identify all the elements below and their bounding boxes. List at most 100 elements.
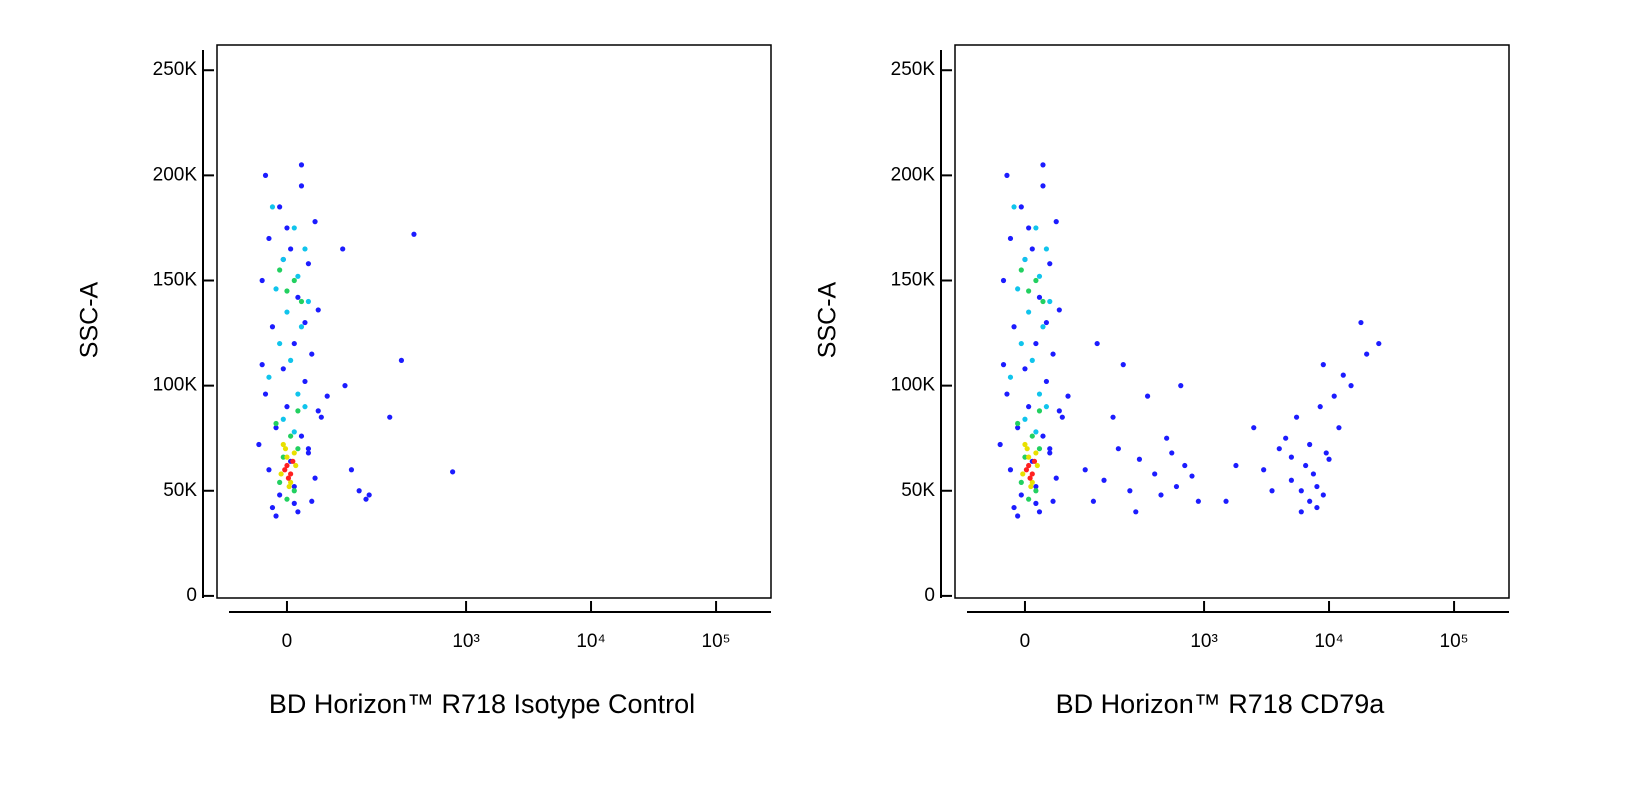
data-point bbox=[1326, 456, 1332, 462]
data-point bbox=[284, 496, 290, 502]
data-point bbox=[1053, 475, 1059, 481]
data-point bbox=[1036, 446, 1043, 452]
data-point bbox=[288, 246, 294, 252]
data-point bbox=[1043, 378, 1050, 385]
y-tick-label: 0 bbox=[186, 585, 197, 606]
data-point bbox=[1043, 319, 1050, 326]
data-point bbox=[1269, 488, 1275, 494]
x-axis-label: BD Horizon™ R718 Isotype Control bbox=[269, 689, 695, 719]
data-point bbox=[1033, 483, 1039, 490]
data-point bbox=[266, 467, 272, 473]
data-point bbox=[280, 366, 286, 372]
scatter-panel: 0 50K 100K 150K 200K 250K 0 10³ 10⁴ 10⁵ BD Horizon… bbox=[814, 44, 1510, 719]
data-point bbox=[298, 324, 305, 330]
data-point bbox=[1031, 458, 1038, 464]
data-point bbox=[295, 273, 301, 279]
data-point bbox=[1261, 467, 1267, 473]
data-point bbox=[278, 471, 284, 477]
y-tick-label: 50K bbox=[901, 480, 935, 501]
data-point bbox=[1018, 267, 1024, 273]
data-point bbox=[295, 391, 301, 397]
data-point bbox=[291, 488, 297, 494]
data-point bbox=[324, 393, 330, 399]
data-point bbox=[342, 383, 348, 389]
data-point bbox=[1307, 441, 1313, 448]
data-point bbox=[1059, 414, 1065, 420]
data-point bbox=[269, 324, 276, 330]
data-point bbox=[1323, 450, 1329, 456]
data-point bbox=[309, 351, 315, 357]
data-point bbox=[1024, 446, 1030, 452]
data-point bbox=[284, 404, 290, 410]
data-point bbox=[298, 298, 305, 305]
data-point bbox=[1283, 435, 1289, 441]
data-point bbox=[280, 416, 286, 422]
data-point bbox=[1015, 286, 1021, 292]
data-point bbox=[1015, 425, 1021, 431]
data-point bbox=[1007, 235, 1014, 242]
data-point bbox=[1288, 477, 1294, 483]
data-point bbox=[291, 277, 297, 284]
data-point bbox=[277, 204, 283, 210]
data-point bbox=[273, 420, 279, 427]
data-point bbox=[1018, 204, 1024, 210]
data-point bbox=[282, 467, 288, 473]
data-point bbox=[1043, 404, 1050, 410]
data-point bbox=[1029, 357, 1035, 363]
data-point bbox=[1022, 256, 1028, 263]
data-point bbox=[1298, 509, 1304, 515]
data-point bbox=[1036, 273, 1043, 279]
data-point bbox=[1340, 372, 1346, 378]
data-point bbox=[1022, 441, 1028, 448]
data-point bbox=[312, 475, 318, 481]
data-point bbox=[266, 374, 272, 380]
data-point bbox=[291, 340, 297, 347]
data-point bbox=[1293, 414, 1300, 420]
y-tick-label: 0 bbox=[924, 585, 935, 606]
x-tick-label: 10⁴ bbox=[1314, 631, 1343, 652]
data-point bbox=[291, 450, 297, 456]
data-point bbox=[1011, 504, 1017, 511]
data-point bbox=[1029, 479, 1035, 485]
data-point bbox=[1120, 362, 1126, 368]
data-point bbox=[1023, 467, 1030, 473]
data-point bbox=[1040, 433, 1046, 439]
data-point bbox=[291, 429, 297, 435]
data-point bbox=[269, 504, 276, 511]
data-point bbox=[411, 231, 417, 237]
data-point bbox=[284, 462, 290, 469]
data-point bbox=[1298, 488, 1304, 494]
data-point bbox=[1026, 288, 1032, 294]
data-point bbox=[295, 509, 301, 515]
data-point bbox=[1047, 450, 1053, 456]
data-point bbox=[1376, 340, 1382, 347]
data-point bbox=[1251, 425, 1257, 431]
data-point bbox=[277, 479, 283, 485]
data-point bbox=[1033, 340, 1039, 347]
y-tick-label: 150K bbox=[153, 270, 198, 291]
data-point bbox=[356, 488, 362, 494]
data-point bbox=[256, 441, 262, 448]
x-tick-label: 0 bbox=[282, 631, 293, 652]
data-point bbox=[1169, 450, 1175, 456]
data-point bbox=[1314, 483, 1320, 490]
data-point bbox=[1115, 446, 1121, 452]
data-point bbox=[285, 475, 292, 481]
data-point bbox=[348, 467, 355, 473]
data-point bbox=[398, 357, 405, 363]
x-tick-label: 10³ bbox=[1190, 631, 1217, 652]
data-point bbox=[1173, 483, 1180, 490]
data-point bbox=[291, 483, 297, 490]
data-point bbox=[318, 414, 324, 420]
data-point bbox=[293, 462, 299, 469]
data-point bbox=[280, 256, 286, 263]
data-point bbox=[1029, 471, 1035, 477]
data-point bbox=[1053, 219, 1059, 225]
data-point bbox=[262, 391, 269, 397]
data-point bbox=[450, 469, 456, 475]
data-point bbox=[302, 404, 308, 410]
data-point bbox=[1314, 504, 1320, 511]
data-point bbox=[1065, 393, 1071, 399]
data-point bbox=[1136, 456, 1143, 462]
